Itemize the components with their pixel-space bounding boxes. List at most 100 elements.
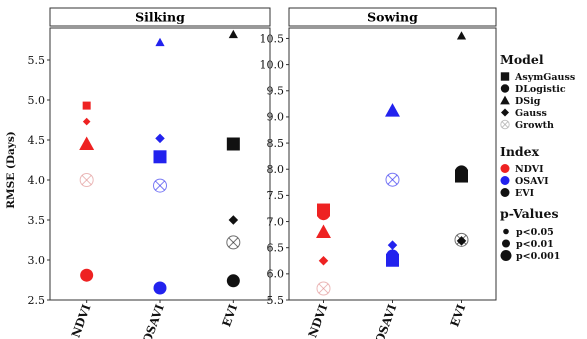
point-ndvi-growth-cross-b <box>81 175 92 185</box>
point-osavi-dsig <box>155 37 165 47</box>
legend-key-pvalue-0 <box>503 228 509 235</box>
point-evi-dsig-triangle <box>456 31 467 40</box>
legend-label-dsig: DSig <box>515 96 541 107</box>
legend-label-gauss: Gauss <box>515 108 547 119</box>
panel-sowing: Sowing 5.5 6.0 6.5 7.0 7.5 8.0 8.5 9.0 9.5 10.0 10.… <box>260 7 497 339</box>
point-evi-dlogistic-circle <box>226 274 240 288</box>
x-tick-label: EVI <box>447 302 468 328</box>
y-tick-label: 5.5 <box>267 294 285 307</box>
point-evi-asymgauss-square <box>455 169 468 183</box>
y-tick-label: 7.5 <box>267 189 285 202</box>
point-osavi-growth-cross-b <box>387 174 398 185</box>
y-tick-label: 10.5 <box>260 32 285 45</box>
y-tick-label: 3.5 <box>28 214 46 227</box>
legend-key-osavi <box>500 176 510 185</box>
y-tick-label: 3.0 <box>28 254 46 267</box>
point-osavi-asymgauss <box>386 253 399 267</box>
point-ndvi-gauss <box>318 256 329 266</box>
point-evi-dsig-triangle <box>228 29 238 39</box>
legend-key-dlogistic <box>500 84 510 93</box>
point-osavi-growth <box>153 178 167 193</box>
legend-key-gauss <box>501 108 509 117</box>
point-osavi-dlogistic <box>153 281 167 295</box>
y-tick-label: 5.0 <box>28 94 46 107</box>
y-tick-label: 6.0 <box>267 268 285 281</box>
point-osavi-dsig <box>385 103 400 117</box>
point-osavi-growth-cross-b <box>155 180 165 191</box>
y-tick-label: 4.0 <box>28 174 46 187</box>
y-axis-label: RMSE (Days) <box>5 131 17 208</box>
point-ndvi-gauss-diamond <box>82 117 91 126</box>
point-osavi-gauss <box>387 240 398 250</box>
x-tick-label: EVI <box>219 302 240 328</box>
point-ndvi-asymgauss-square <box>82 101 91 110</box>
panel-title: Sowing <box>367 10 418 25</box>
point-ndvi-dlogistic-circle <box>80 268 94 282</box>
point-ndvi-gauss-diamond <box>318 256 329 266</box>
point-evi-asymgauss-square <box>226 137 240 151</box>
y-tick-label: 10.0 <box>260 58 285 71</box>
y-tick-label: 9.5 <box>267 85 285 98</box>
point-evi-growth-ring <box>454 232 469 247</box>
legend-key-asymgauss-square <box>500 72 510 81</box>
y-tick-label: 2.5 <box>28 294 46 307</box>
point-ndvi-asymgauss <box>82 101 91 110</box>
point-ndvi-growth <box>316 281 331 296</box>
point-osavi-asymgauss <box>153 150 167 164</box>
legend-label-pvalue-1: p<0.01 <box>516 239 554 250</box>
point-ndvi-growth <box>79 173 94 187</box>
legend-label-pvalue-0: p<0.05 <box>516 227 554 238</box>
point-osavi-growth-ring <box>385 172 400 187</box>
point-evi-growth-cross-b <box>228 237 239 248</box>
legend-pvalues-title: p-Values <box>500 206 559 221</box>
legend-label-growth: Growth <box>515 120 554 131</box>
legend-key-pvalue-2 <box>500 250 512 261</box>
legend-key-gauss-diamond <box>501 108 509 117</box>
legend-label-osavi: OSAVI <box>515 176 549 187</box>
legend-key-dsig-triangle <box>500 95 510 105</box>
legend-key-evi <box>500 188 510 197</box>
point-osavi-asymgauss-square <box>386 253 399 267</box>
point-ndvi-dlogistic <box>80 268 94 282</box>
legend-label-ndvi: NDVI <box>515 164 544 175</box>
point-ndvi-dsig-triangle <box>316 224 331 238</box>
panel-strip <box>288 7 497 27</box>
x-tick-label: NDVI <box>68 302 93 339</box>
legend-key-growth-ring <box>500 119 510 130</box>
point-ndvi-gauss <box>82 117 91 126</box>
y-tick-label: 8.0 <box>267 163 285 176</box>
legend-key-dsig <box>500 95 510 105</box>
point-evi-asymgauss <box>455 169 468 183</box>
y-tick-label: 6.5 <box>267 241 285 254</box>
legend-label-evi: EVI <box>515 188 535 199</box>
point-evi-dsig <box>228 29 238 39</box>
point-evi-gauss-diamond <box>228 215 239 225</box>
legend-index-title: Index <box>500 144 540 159</box>
panels-layer: Silking 2.5 3.0 3.5 4.0 4.5 5.0 5.5 NDVI OSAVI EVI… <box>28 7 497 339</box>
legend-model-title: Model <box>500 52 544 67</box>
plot-frame <box>49 27 271 301</box>
y-tick-label: 9.0 <box>267 111 285 124</box>
point-ndvi-growth-cross-b <box>318 283 329 294</box>
point-osavi-gauss <box>155 133 165 144</box>
point-osavi-asymgauss-square <box>153 150 167 164</box>
point-osavi-growth <box>385 172 400 187</box>
panel-strip <box>49 7 271 27</box>
legend-key-asymgauss <box>500 72 510 81</box>
point-evi-gauss <box>228 215 239 225</box>
point-evi-asymgauss <box>226 137 240 151</box>
point-evi-growth-ring <box>226 235 241 250</box>
legend-key-ndvi <box>500 164 510 173</box>
point-osavi-dsig-triangle <box>385 103 400 117</box>
point-osavi-dlogistic-circle <box>153 281 167 295</box>
legend-key-growth-cross-b <box>501 121 509 128</box>
x-tick-label: OSAVI <box>372 302 399 339</box>
point-ndvi-dlogistic-circle <box>317 207 330 221</box>
panel-silking: Silking 2.5 3.0 3.5 4.0 4.5 5.0 5.5 NDVI OSAVI EVI <box>28 7 271 339</box>
legend-label-pvalue-2: p<0.001 <box>516 251 560 262</box>
point-osavi-growth-ring <box>153 178 167 193</box>
legend-key-growth <box>500 119 510 130</box>
x-tick-label: NDVI <box>305 302 330 339</box>
